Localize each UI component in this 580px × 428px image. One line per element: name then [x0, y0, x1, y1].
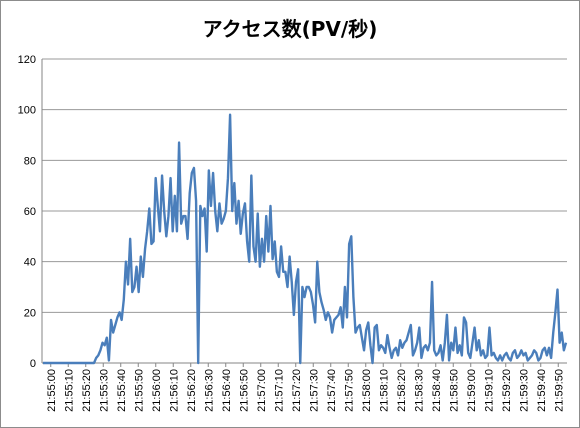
x-tick-label: 21:58:20 [396, 369, 408, 412]
x-tick-label: 21:56:20 [186, 369, 198, 412]
x-tick-label: 21:55:30 [98, 369, 110, 412]
x-tick-label: 21:55:40 [116, 369, 128, 412]
series-line [43, 113, 568, 365]
x-tick-label: 21:57:10 [273, 369, 285, 412]
x-tick-label: 21:59:10 [483, 369, 495, 412]
x-tick-label: 21:59:40 [536, 369, 548, 412]
x-tick-label: 21:55:20 [81, 369, 93, 412]
y-tick-label: 80 [24, 155, 36, 167]
y-tick-label: 20 [24, 307, 36, 319]
x-tick-label: 21:56:10 [168, 369, 180, 412]
y-tick-label: 120 [18, 54, 36, 66]
x-tick-label: 21:56:40 [221, 369, 233, 412]
x-tick-label: 21:59:30 [518, 369, 530, 412]
x-tick-label: 21:58:50 [448, 369, 460, 412]
x-tick-label: 21:56:30 [203, 369, 215, 412]
x-tick-label: 21:56:00 [151, 369, 163, 412]
x-tick-label: 21:58:30 [413, 369, 425, 412]
x-tick-label: 21:55:10 [63, 369, 75, 412]
chart-title: アクセス数(PV/秒) [202, 17, 378, 41]
x-tick-label: 21:58:00 [361, 369, 373, 412]
x-tick-label: 21:55:00 [46, 369, 58, 412]
x-tick-label: 21:58:40 [431, 369, 443, 412]
x-tick-label: 21:59:00 [466, 369, 478, 412]
y-tick-label: 100 [18, 105, 36, 117]
x-tick-label: 21:57:40 [326, 369, 338, 412]
y-tick-label: 40 [24, 257, 36, 269]
x-tick-label: 21:59:20 [501, 369, 513, 412]
x-tick-label: 21:57:30 [308, 369, 320, 412]
x-tick-label: 21:57:20 [291, 369, 303, 412]
x-tick-label: 21:57:50 [343, 369, 355, 412]
x-tick-label: 21:58:10 [378, 369, 390, 412]
x-tick-label: 21:59:50 [553, 369, 565, 412]
x-tick-label: 21:57:00 [256, 369, 268, 412]
x-tick-label: 21:55:50 [133, 369, 145, 412]
x-tick-label: 21:56:50 [238, 369, 250, 412]
y-tick-label: 60 [24, 206, 36, 218]
y-tick-label: 0 [30, 358, 36, 370]
